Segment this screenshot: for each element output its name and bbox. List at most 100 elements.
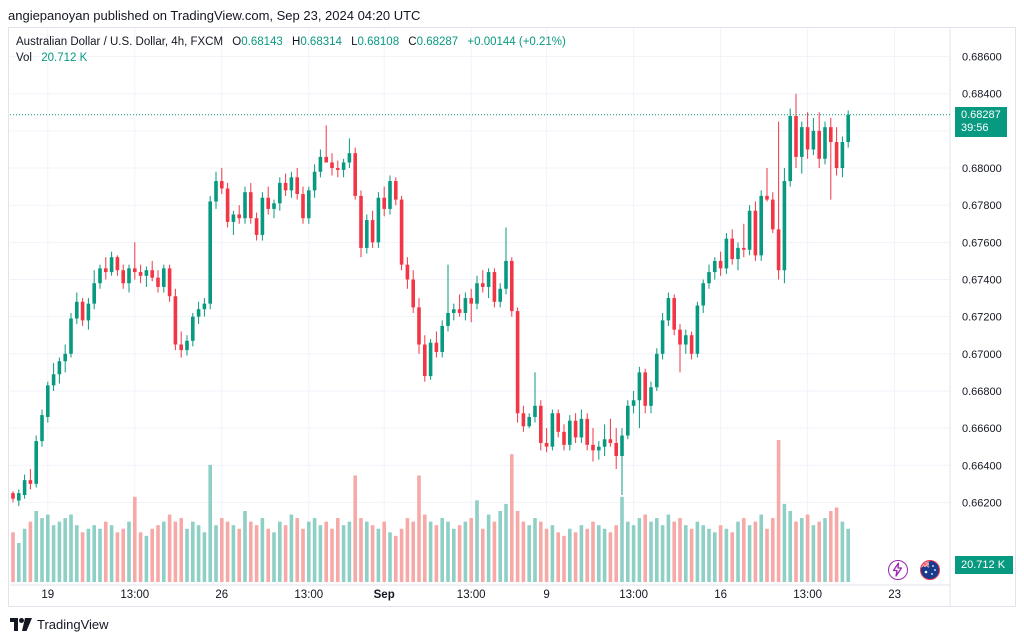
candle-body: [846, 114, 850, 143]
candle-body: [794, 116, 798, 157]
candle-body: [747, 210, 752, 250]
candle-body: [28, 480, 33, 484]
volume-bar: [753, 521, 758, 582]
x-tick-label: 13:00: [294, 589, 323, 601]
lightning-button[interactable]: [888, 560, 908, 580]
volume-bar: [515, 511, 520, 582]
volume-bar: [167, 514, 172, 582]
candle-body: [573, 420, 578, 438]
volume-bar: [57, 521, 62, 582]
volume-bar: [742, 518, 746, 582]
volume-bar: [620, 496, 624, 582]
candle-body: [330, 162, 334, 169]
volume-bar: [486, 514, 491, 582]
volume-bar: [417, 475, 421, 582]
volume-bar: [759, 514, 763, 582]
candle-body: [753, 210, 758, 256]
volume-bar: [150, 528, 154, 582]
candle-body: [353, 153, 357, 196]
candle-body: [428, 342, 433, 377]
volume-bar: [341, 525, 346, 582]
candle-body: [202, 303, 207, 310]
candle-body: [278, 182, 282, 204]
candle-body: [782, 181, 787, 271]
volume-bar: [747, 525, 752, 582]
candle-body: [150, 270, 154, 278]
candle-body: [695, 305, 700, 354]
candle-body: [742, 247, 746, 250]
volume-bar: [185, 528, 189, 582]
candle-body: [365, 220, 369, 248]
volume-bar: [678, 518, 682, 582]
candle-body: [591, 444, 595, 451]
volume-bar: [475, 500, 479, 582]
candle-body: [423, 344, 427, 377]
candle-body: [597, 446, 601, 451]
candle-body: [510, 260, 514, 312]
volume-bar: [22, 528, 27, 582]
volume-bar: [510, 454, 514, 582]
candle-body: [637, 372, 642, 401]
candle-body: [179, 344, 183, 351]
volume-bar: [411, 521, 415, 582]
candle-body: [539, 405, 543, 443]
legend-close-value: 0.68287: [416, 36, 459, 48]
volume-bar: [544, 528, 549, 582]
candle-body: [811, 130, 816, 150]
volume-bar: [46, 514, 50, 582]
candle-body: [22, 480, 27, 495]
candle-body: [394, 181, 398, 200]
x-tick-label: 26: [215, 589, 228, 601]
candle-body: [788, 116, 792, 182]
candle-body: [475, 283, 479, 304]
candle-body: [341, 162, 346, 170]
volume-bar: [834, 507, 839, 582]
candle-body: [359, 195, 363, 248]
candle-body: [834, 142, 839, 169]
candle-body: [631, 400, 636, 406]
volume-bar: [568, 528, 572, 582]
volume-bar: [283, 525, 288, 582]
chart-legend: Australian Dollar / U.S. Dollar, 4h, FXC…: [16, 34, 566, 66]
candle-body: [127, 268, 131, 284]
volume-bar: [533, 518, 537, 582]
volume-bar: [179, 518, 183, 582]
candle-body: [805, 127, 810, 150]
candle-body: [220, 181, 224, 189]
economic-events-button[interactable]: [920, 560, 940, 580]
candle-body: [492, 272, 497, 302]
candle-body: [481, 283, 485, 287]
volume-bar: [301, 528, 305, 582]
volume-bar: [591, 521, 595, 582]
volume-bar: [666, 514, 671, 582]
volume-bar: [457, 525, 462, 582]
legend-open-label: O: [232, 36, 242, 48]
volume-bar: [550, 525, 555, 582]
candle-body: [347, 153, 352, 163]
volume-bar: [730, 532, 734, 582]
volume-bar: [399, 528, 404, 582]
volume-bar: [75, 525, 79, 582]
volume-bar: [614, 525, 618, 582]
candle-body: [614, 442, 618, 456]
volume-bar: [649, 521, 653, 582]
candle-body: [225, 188, 230, 222]
candle-body: [104, 268, 108, 273]
y-tick-label: 0.68400: [962, 89, 1002, 101]
legend-volume-label[interactable]: Vol: [16, 52, 32, 64]
x-tick-label: 13:00: [793, 589, 822, 601]
x-tick-label: 13:00: [619, 589, 648, 601]
candle-body: [34, 441, 38, 484]
candle-body: [452, 309, 456, 313]
x-tick-label: Sep: [374, 589, 395, 601]
candle-body: [318, 156, 323, 172]
volume-bar: [794, 521, 798, 582]
volume-bar: [388, 532, 392, 582]
tradingview-branding[interactable]: TradingView: [10, 617, 109, 632]
legend-symbol[interactable]: Australian Dollar / U.S. Dollar, 4h, FXC…: [16, 36, 224, 48]
last-price-tag: 0.68287 39:56: [955, 106, 1007, 137]
candle-body: [817, 130, 821, 159]
candle-body: [185, 340, 189, 351]
y-tick-label: 0.67800: [962, 200, 1002, 212]
